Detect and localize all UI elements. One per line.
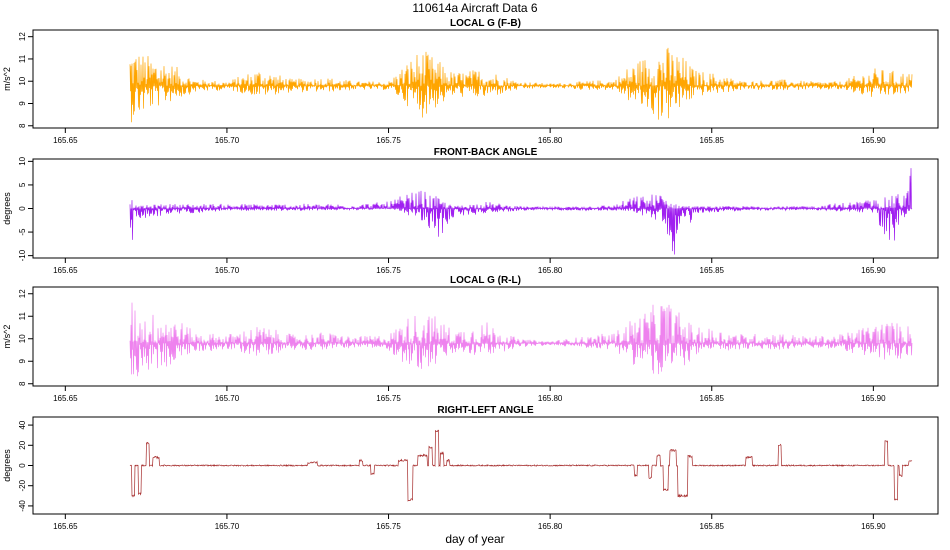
- x-tick-label: 165.75: [376, 266, 401, 275]
- plot-frame: [32, 158, 939, 259]
- panel-2: FRONT-BACK ANGLE degrees 165.65 165.70 165.7…: [2, 147, 939, 275]
- y-tick-label: 0: [18, 463, 27, 468]
- panel-1: LOCAL G (F-B) m/s^2 165.65 165.70 165.75 165.…: [2, 18, 939, 145]
- y-axis-label: m/s^2: [2, 67, 12, 91]
- y-axis-label: degrees: [2, 449, 12, 482]
- panel-title: LOCAL G (R-L): [450, 275, 521, 286]
- data-series: [129, 302, 913, 377]
- x-tick-label: 165.70: [215, 522, 240, 531]
- y-tick-label: 12: [18, 32, 27, 41]
- y-tick-label: 11: [18, 312, 27, 321]
- y-tick-label: 10: [18, 156, 27, 165]
- plot-frame: [32, 29, 939, 129]
- y-tick-label: 8: [18, 381, 27, 386]
- x-tick-label: 165.65: [53, 394, 78, 403]
- y-axis-label: m/s^2: [2, 325, 12, 349]
- x-tick-label: 165.75: [376, 394, 401, 403]
- figure-title: 110614a Aircraft Data 6: [412, 1, 538, 15]
- y-tick-label: 5: [18, 182, 27, 187]
- y-tick-label: -5: [18, 228, 27, 236]
- x-tick-label: 165.70: [215, 136, 240, 145]
- x-tick-label: 165.70: [215, 394, 240, 403]
- y-tick-label: 11: [18, 54, 27, 63]
- x-tick-label: 165.85: [700, 266, 725, 275]
- plot-frame: [32, 416, 939, 515]
- plot-frame: [32, 286, 939, 387]
- x-tick-label: 165.85: [700, 136, 725, 145]
- x-tick-label: 165.75: [376, 136, 401, 145]
- data-series: [129, 429, 913, 502]
- x-tick-label: 165.80: [538, 394, 563, 403]
- data-series: [129, 168, 913, 255]
- panel-title: RIGHT-LEFT ANGLE: [437, 405, 534, 416]
- panel-3: LOCAL G (R-L) m/s^2 165.65 165.70 165.75 165.…: [2, 275, 939, 403]
- y-tick-label: 8: [18, 123, 27, 128]
- x-tick-label: 165.75: [376, 522, 401, 531]
- x-tick-label: 165.90: [861, 394, 886, 403]
- panel-title: FRONT-BACK ANGLE: [434, 147, 538, 158]
- y-tick-label: 9: [18, 101, 27, 106]
- y-tick-label: -20: [18, 479, 27, 491]
- y-tick-label: 12: [18, 289, 27, 298]
- panel-title: LOCAL G (F-B): [450, 18, 521, 29]
- x-tick-label: 165.65: [53, 522, 78, 531]
- y-tick-label: 10: [18, 76, 27, 85]
- y-tick-label: -10: [18, 249, 27, 261]
- x-tick-label: 165.90: [861, 522, 886, 531]
- y-tick-label: 10: [18, 334, 27, 343]
- x-tick-label: 165.80: [538, 522, 563, 531]
- x-tick-label: 165.90: [861, 136, 886, 145]
- y-tick-label: 20: [18, 440, 27, 449]
- x-tick-label: 165.85: [700, 522, 725, 531]
- y-tick-label: 9: [18, 358, 27, 363]
- y-tick-label: 0: [18, 206, 27, 211]
- x-tick-label: 165.85: [700, 394, 725, 403]
- data-series: [129, 47, 913, 123]
- x-tick-label: 165.70: [215, 266, 240, 275]
- x-tick-label: 165.80: [538, 266, 563, 275]
- y-tick-label: -40: [18, 500, 27, 512]
- x-tick-label: 165.65: [53, 136, 78, 145]
- panel-4: RIGHT-LEFT ANGLE degrees 165.65 165.70 165.7…: [2, 405, 939, 531]
- x-axis-label: day of year: [445, 532, 504, 546]
- x-tick-label: 165.65: [53, 266, 78, 275]
- y-axis-label: degrees: [2, 192, 12, 225]
- x-tick-label: 165.90: [861, 266, 886, 275]
- y-tick-label: 40: [18, 420, 27, 429]
- x-tick-label: 165.80: [538, 136, 563, 145]
